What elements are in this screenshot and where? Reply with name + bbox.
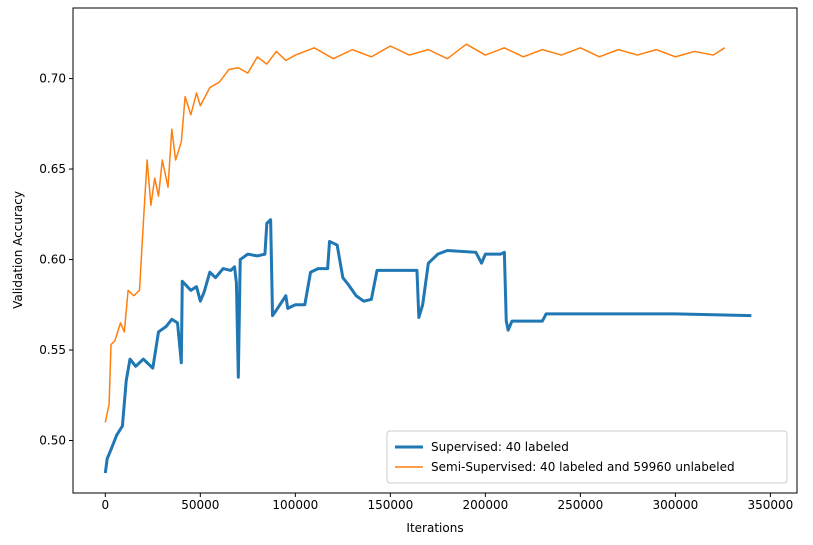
y-tick-label: 0.50 [39, 434, 66, 448]
x-tick-label: 200000 [462, 498, 508, 512]
legend-box [386, 430, 788, 484]
x-tick-label: 50000 [181, 498, 219, 512]
y-tick-label: 0.65 [39, 162, 66, 176]
y-tick-label: 0.60 [39, 253, 66, 267]
x-tick-label: 300000 [652, 498, 698, 512]
x-tick-label: 100000 [272, 498, 318, 512]
y-tick-label: 0.55 [39, 343, 66, 357]
plot-frame [72, 7, 798, 494]
y-tick-label: 0.70 [39, 72, 66, 86]
legend-label: Supervised: 40 labeled [431, 440, 569, 454]
x-axis-label: Iterations [406, 521, 463, 535]
x-tick-label: 0 [101, 498, 109, 512]
y-axis-label: Validation Accuracy [11, 191, 25, 309]
legend-label: Semi-Supervised: 40 labeled and 59960 un… [431, 460, 735, 474]
line-series [104, 43, 726, 423]
x-tick-label: 150000 [367, 498, 413, 512]
x-tick-label: 350000 [747, 498, 793, 512]
line-series [103, 218, 752, 474]
x-tick-label: 250000 [557, 498, 603, 512]
